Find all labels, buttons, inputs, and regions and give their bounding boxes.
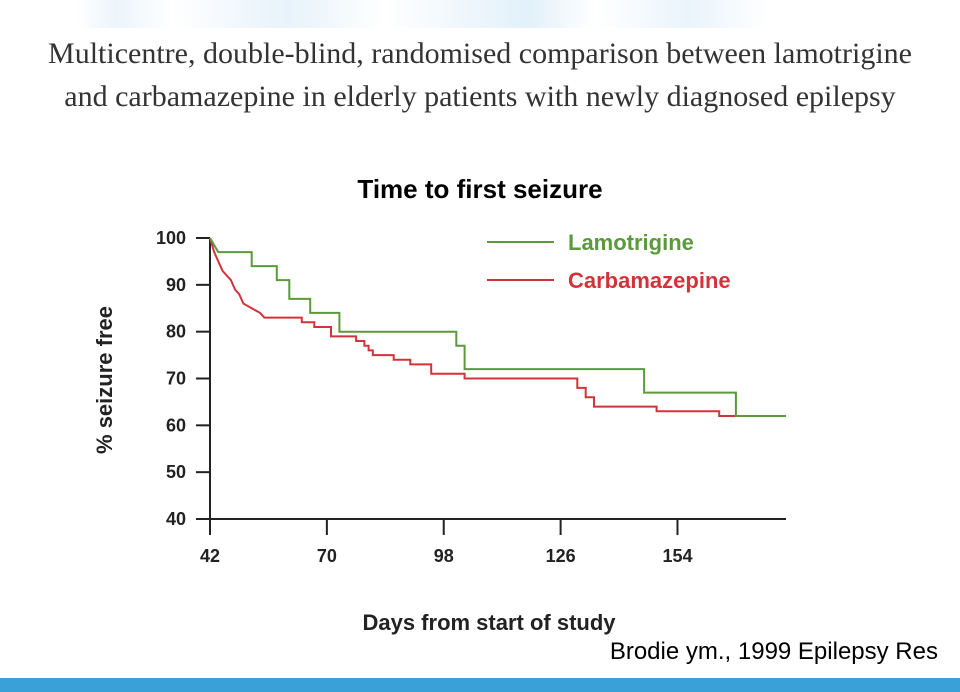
legend-label-carbamazepine: Carbamazepine — [568, 268, 731, 293]
y-tick-label: 70 — [166, 369, 186, 389]
chart-axes: 100 90 80 70 60 50 40 42 70 98 126 154 — [156, 228, 786, 566]
x-tick-label: 98 — [434, 546, 454, 566]
x-tick-label: 154 — [662, 546, 692, 566]
x-axis-label: Days from start of study — [362, 610, 616, 635]
y-tick-label: 40 — [166, 509, 186, 529]
chart-legend: Lamotrigine Carbamazepine — [487, 230, 731, 293]
legend-label-lamotrigine: Lamotrigine — [568, 230, 694, 255]
x-tick-label: 70 — [317, 546, 337, 566]
y-axis-label: % seizure free — [92, 306, 117, 454]
y-tick-label: 60 — [166, 415, 186, 435]
series-line-carbamazepine — [209, 237, 786, 417]
bottom-accent-bar — [0, 678, 960, 692]
top-decoration — [0, 0, 960, 28]
series-line-lamotrigine — [209, 237, 786, 417]
chart-title: Time to first seizure — [357, 174, 603, 204]
x-tick-label: 42 — [200, 546, 220, 566]
x-tick-label: 126 — [546, 546, 576, 566]
y-tick-label: 100 — [156, 228, 186, 248]
slide-title: Multicentre, double-blind, randomised co… — [48, 37, 912, 113]
chart-plot-area — [209, 237, 786, 417]
y-tick-label: 50 — [166, 462, 186, 482]
y-tick-label: 90 — [166, 275, 186, 295]
citation: Brodie ym., 1999 Epilepsy Res — [609, 638, 938, 665]
y-tick-label: 80 — [166, 322, 186, 342]
